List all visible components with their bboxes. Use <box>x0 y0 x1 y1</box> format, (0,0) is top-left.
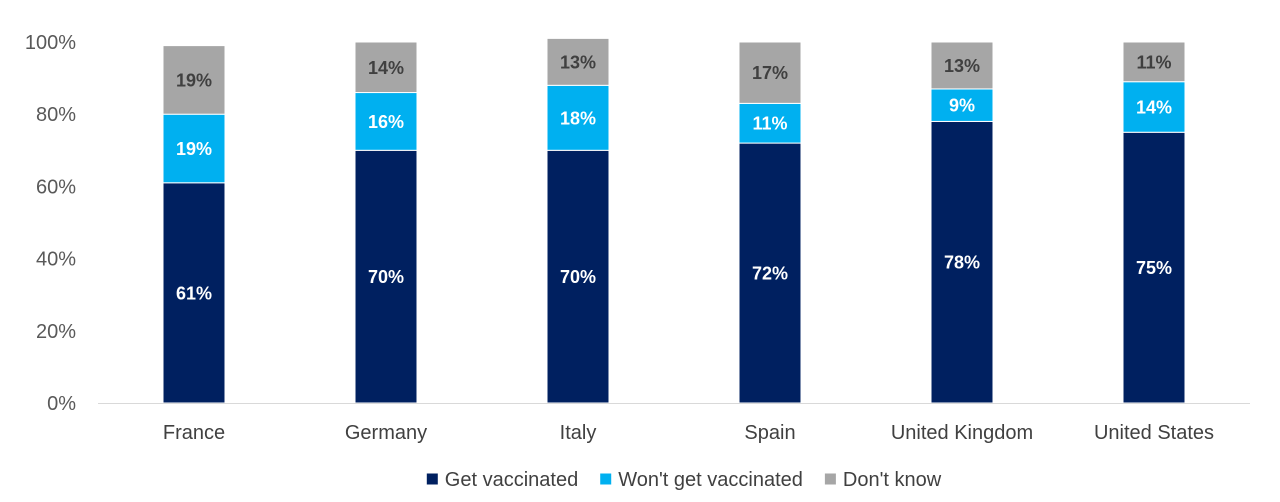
bar-segment <box>354 41 418 94</box>
bar-segment <box>1122 131 1186 404</box>
bar-segment <box>1122 41 1186 83</box>
y-tick-label: 60% <box>36 176 76 198</box>
bar-segment <box>1122 81 1186 133</box>
data-label: 70% <box>368 267 404 287</box>
bar-segment <box>930 120 994 404</box>
bar-segment <box>162 45 226 115</box>
data-label: 75% <box>1136 258 1172 278</box>
data-label: 14% <box>1136 97 1172 117</box>
legend-label: Don't know <box>843 469 942 491</box>
data-label: 13% <box>944 56 980 76</box>
x-tick-label: United Kingdom <box>891 422 1033 444</box>
x-tick-label: United States <box>1094 422 1214 444</box>
data-label: 14% <box>368 58 404 78</box>
data-label: 13% <box>560 52 596 72</box>
bar-segment <box>738 102 802 144</box>
data-label: 70% <box>560 267 596 287</box>
y-tick-label: 100% <box>25 32 76 54</box>
x-tick-label: Italy <box>560 422 597 444</box>
data-label: 16% <box>368 112 404 132</box>
legend-swatch <box>824 473 836 485</box>
bar-segment <box>546 84 610 151</box>
bar-segment <box>930 41 994 90</box>
y-tick-label: 80% <box>36 104 76 126</box>
x-tick-label: France <box>163 422 225 444</box>
data-label: 19% <box>176 139 212 159</box>
data-label: 17% <box>752 63 788 83</box>
legend-swatch <box>600 473 612 485</box>
y-tick-label: 20% <box>36 321 76 343</box>
y-tick-label: 0% <box>47 393 76 415</box>
bar-segment <box>546 37 610 86</box>
bar-segment <box>162 113 226 184</box>
data-label: 72% <box>752 264 788 284</box>
bar-segment <box>738 142 802 404</box>
data-label: 19% <box>176 70 212 90</box>
legend-label: Won't get vaccinated <box>618 469 803 491</box>
legend-swatch <box>426 473 438 485</box>
bar-segment <box>354 92 418 151</box>
bar-segment <box>354 149 418 404</box>
data-label: 61% <box>176 283 212 303</box>
data-label: 78% <box>944 253 980 273</box>
data-label: 11% <box>1136 52 1171 72</box>
legend-label: Get vaccinated <box>445 469 578 491</box>
data-label: 11% <box>752 114 787 134</box>
data-label: 9% <box>949 96 975 116</box>
x-tick-label: Spain <box>744 422 795 444</box>
x-tick-label: Germany <box>345 422 427 444</box>
bar-segment <box>738 41 802 104</box>
y-tick-label: 40% <box>36 249 76 271</box>
bar-segment <box>162 182 226 404</box>
data-label: 18% <box>560 108 596 128</box>
